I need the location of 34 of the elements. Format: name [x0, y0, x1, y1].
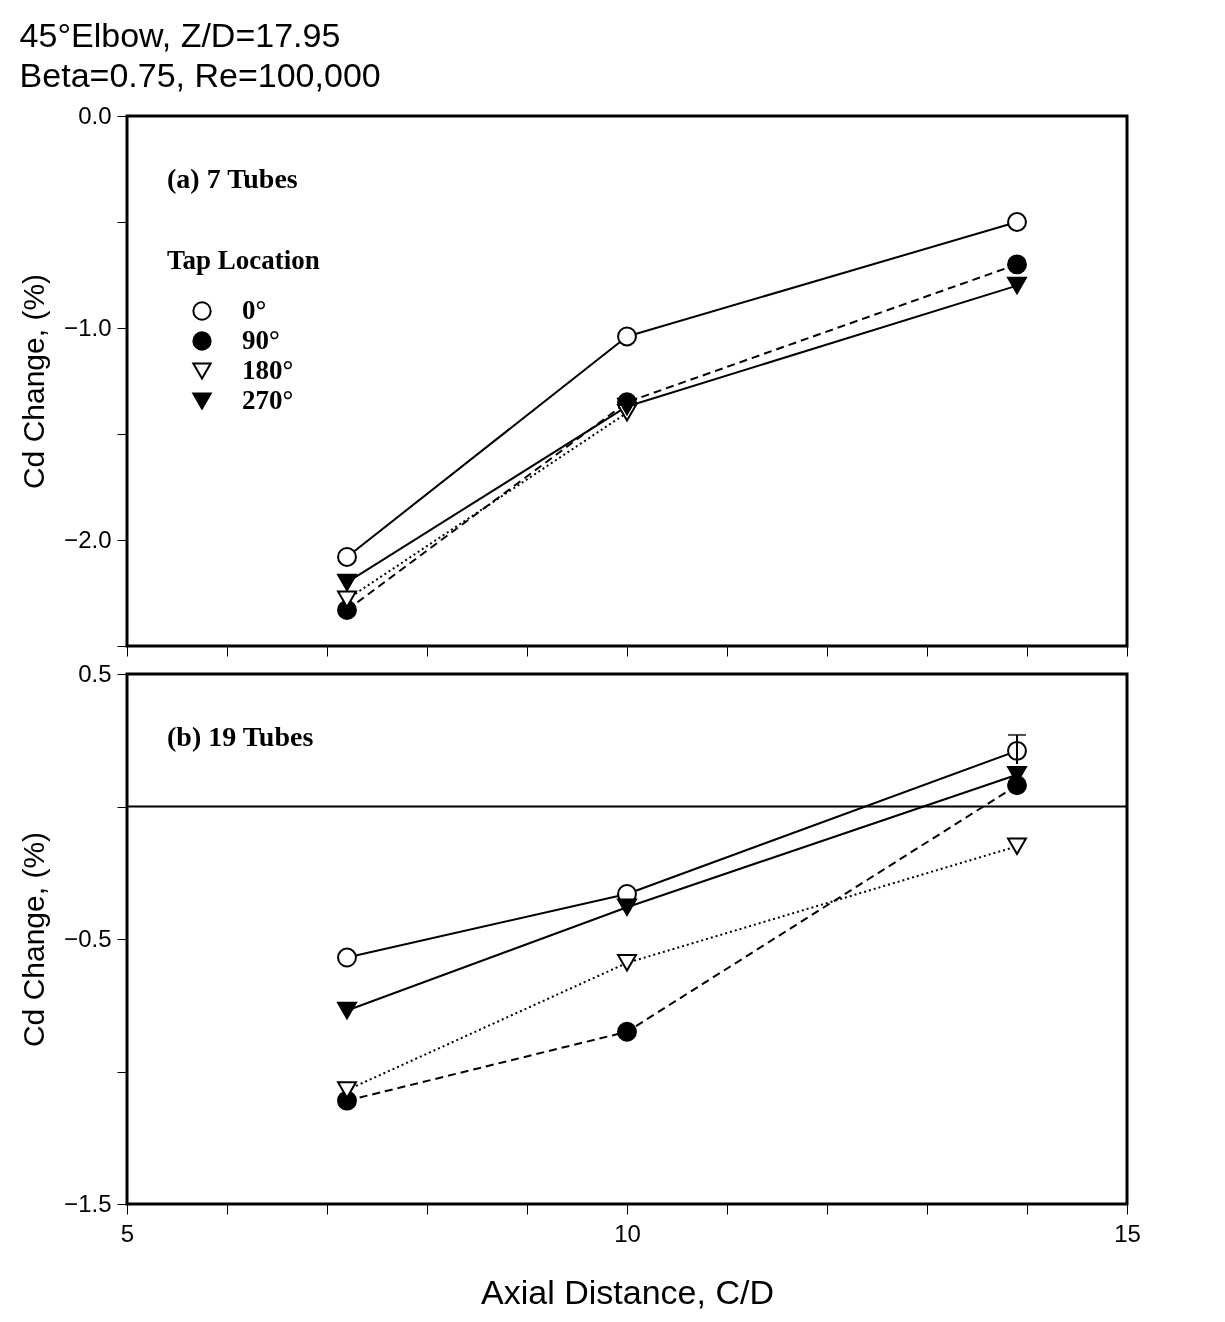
y-tick-label: 0.0	[78, 101, 112, 129]
y-tick-label: 0.5	[78, 659, 112, 687]
legend-label: 180°	[242, 355, 294, 385]
point	[617, 1021, 637, 1042]
y-tick-label: −0.5	[64, 924, 112, 952]
annotation: (a) 7 Tubes	[167, 163, 298, 194]
x-axis-title: Axial Distance, C/D	[481, 1272, 774, 1311]
point	[337, 1081, 357, 1099]
point	[617, 954, 637, 972]
x-tick-label: 15	[1114, 1219, 1141, 1247]
point	[617, 898, 637, 916]
chart-subtitle: Beta=0.75, Re=100,000	[19, 56, 381, 94]
legend-label: 90°	[242, 325, 280, 355]
legend-label: 0°	[242, 295, 267, 325]
y-tick-label: −1.5	[64, 1189, 112, 1217]
y-axis-title: Cd Change, (%)	[17, 831, 51, 1048]
annotation: (b) 19 Tubes	[167, 721, 314, 752]
y-tick-label: −2.0	[64, 525, 112, 553]
point	[337, 947, 357, 968]
point	[1007, 276, 1027, 295]
point	[337, 1001, 357, 1020]
point	[1007, 837, 1027, 855]
x-tick-label: 10	[614, 1219, 641, 1247]
point	[337, 573, 357, 592]
y-tick-label: −1.0	[64, 313, 112, 341]
chart-title: 45°Elbow, Z/D=17.95	[19, 16, 341, 54]
point	[617, 326, 637, 347]
point	[1007, 212, 1027, 232]
point	[1007, 254, 1027, 275]
y-axis-title: Cd Change, (%)	[17, 273, 51, 490]
point	[337, 547, 357, 567]
x-tick-label: 5	[120, 1219, 135, 1247]
legend-label: 270°	[242, 385, 294, 415]
legend-title: Tap Location	[167, 245, 320, 275]
